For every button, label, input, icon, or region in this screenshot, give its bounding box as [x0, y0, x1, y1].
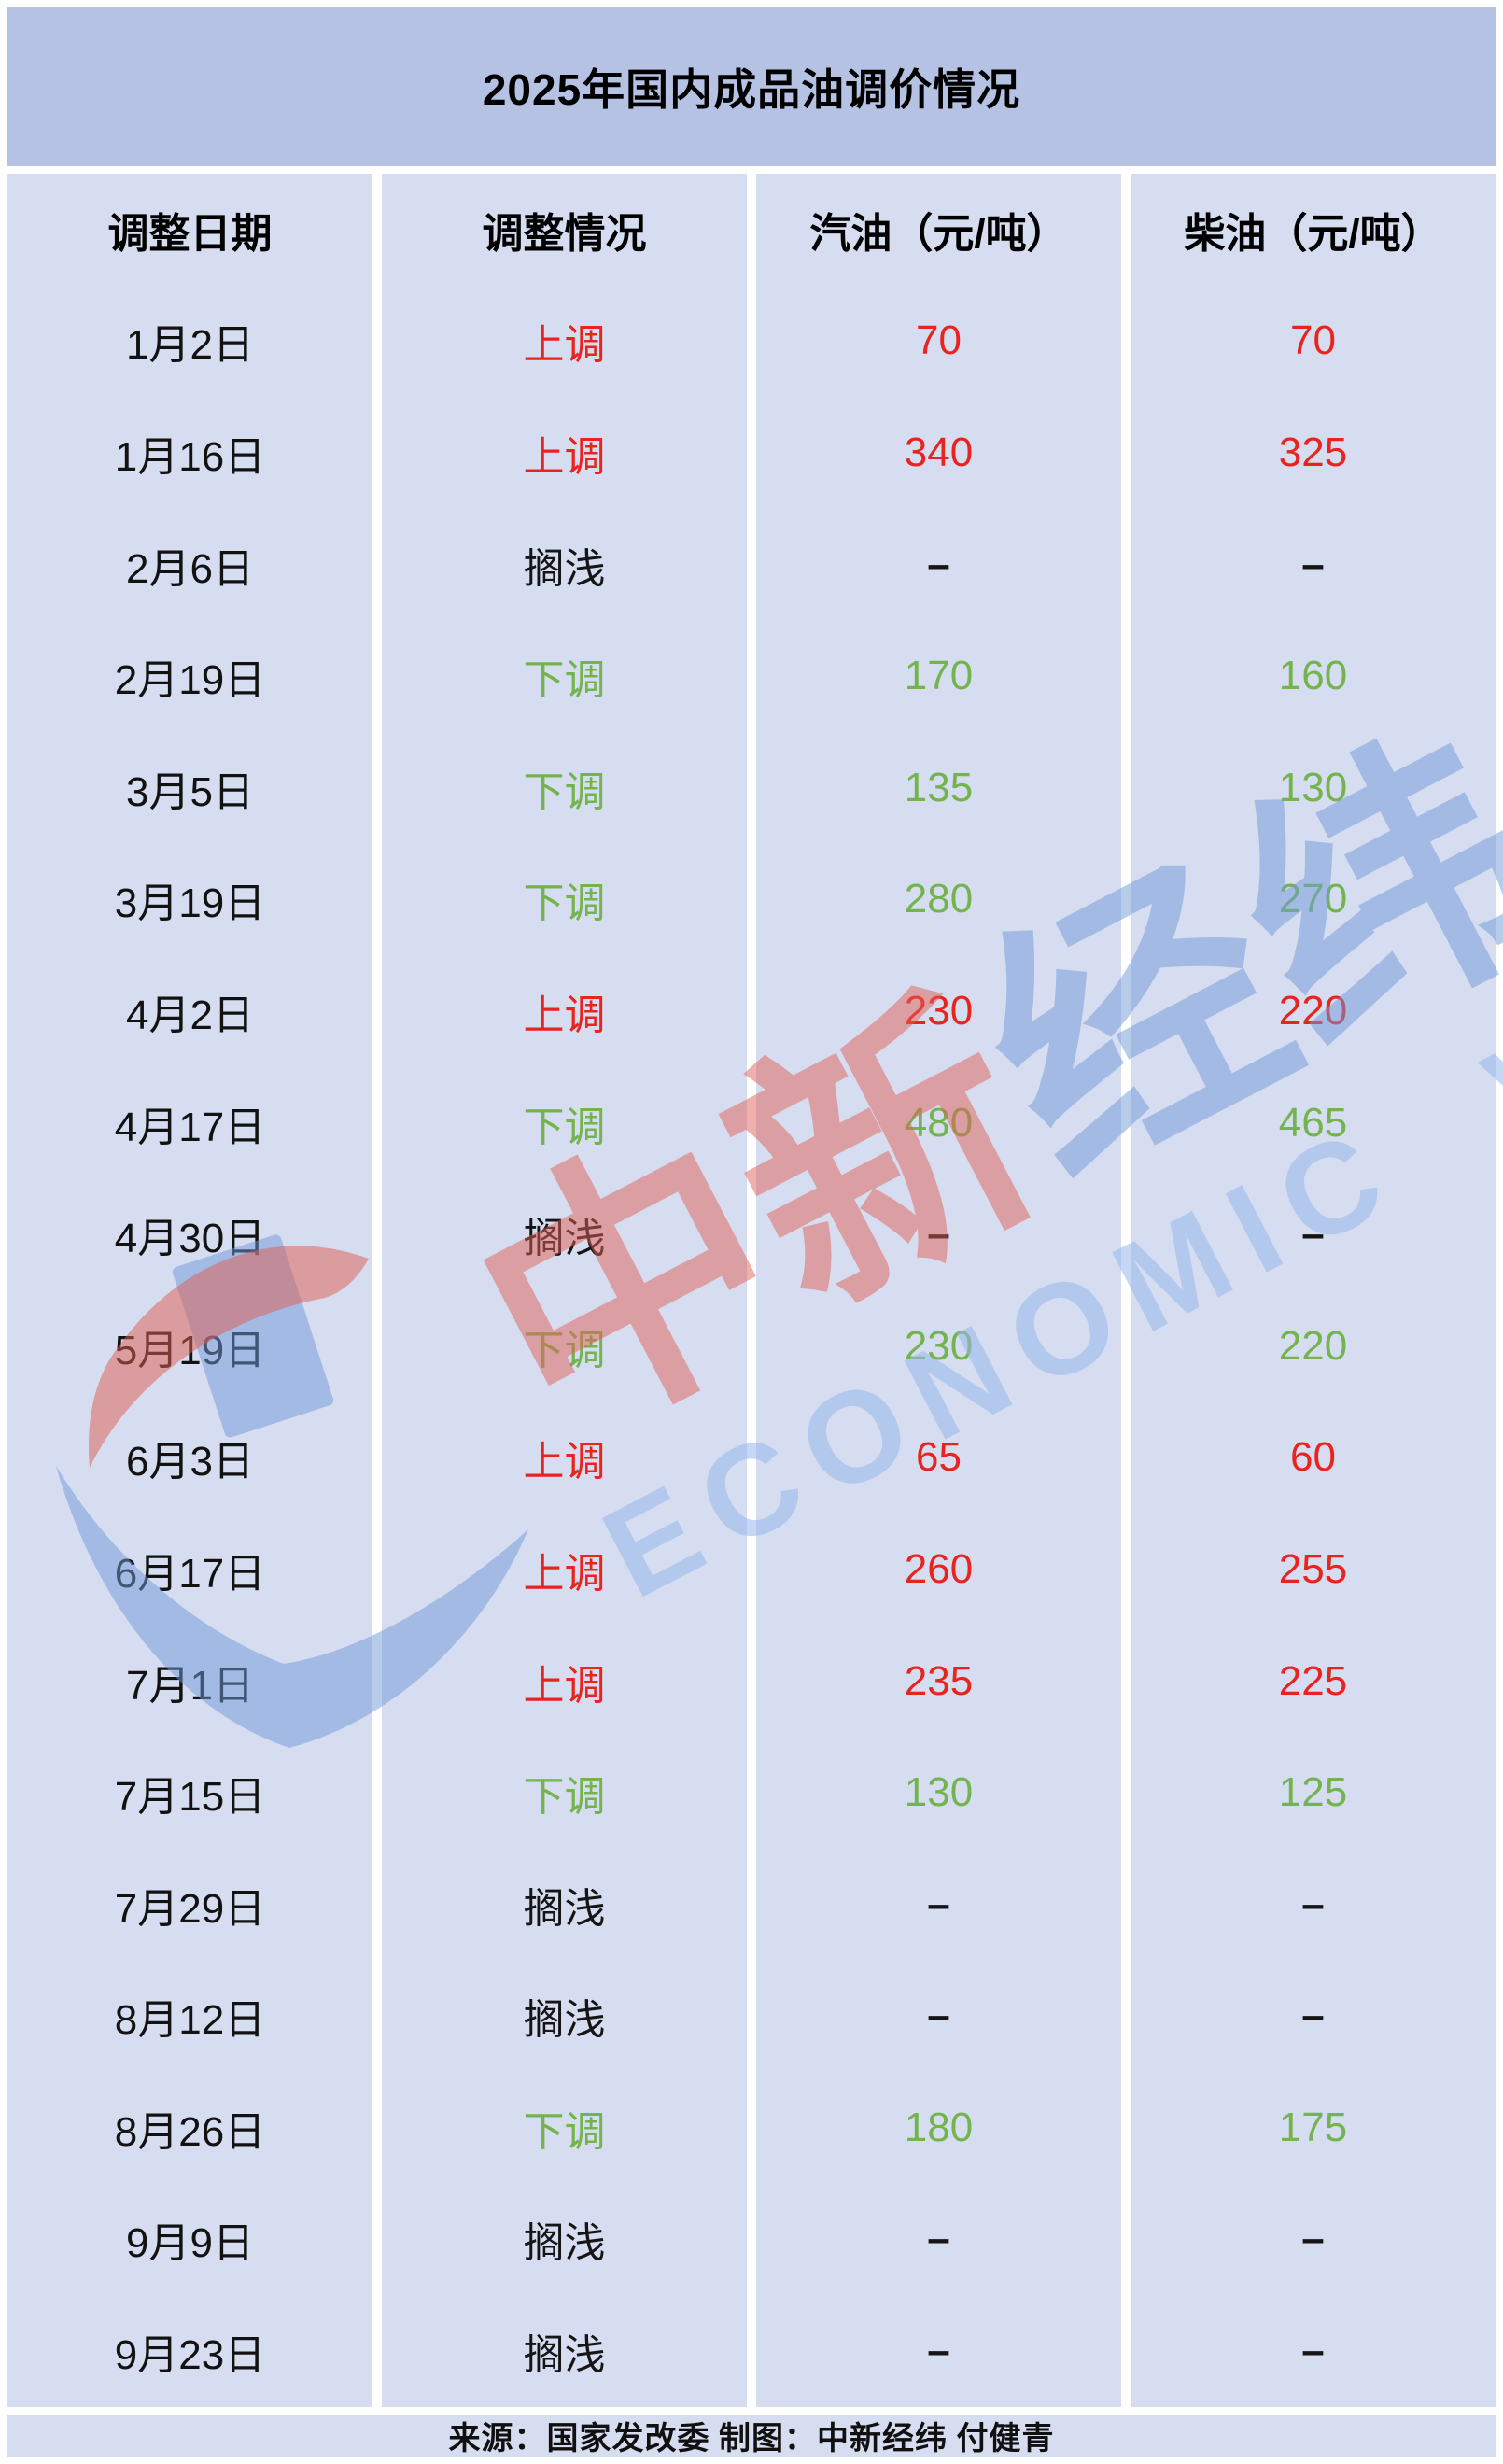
row-date: 6月3日: [7, 1401, 372, 1514]
row-diesel-value: –: [1131, 1960, 1496, 2073]
source-note: 来源：国家发改委 制图：中新经纬 付健青: [7, 2414, 1496, 2457]
row-status: 搁浅: [382, 2183, 747, 2296]
row-diesel-value: –: [1131, 2183, 1496, 2296]
row-date: 8月12日: [7, 1960, 372, 2073]
row-diesel-value: 270: [1131, 843, 1496, 956]
row-date: 5月19日: [7, 1289, 372, 1402]
row-gasoline-value: 65: [756, 1401, 1121, 1514]
row-diesel-value: –: [1131, 1848, 1496, 1961]
row-status: 搁浅: [382, 2295, 747, 2407]
column-header-status: 调整情况: [382, 174, 747, 286]
row-date: 2月19日: [7, 620, 372, 732]
row-status: 上调: [382, 1401, 747, 1514]
row-diesel-value: 125: [1131, 1737, 1496, 1849]
row-date: 2月6日: [7, 508, 372, 621]
row-gasoline-value: –: [756, 508, 1121, 621]
row-diesel-value: –: [1131, 1178, 1496, 1290]
row-date: 4月2日: [7, 955, 372, 1067]
row-status: 上调: [382, 397, 747, 509]
row-status: 下调: [382, 620, 747, 732]
row-diesel-value: 255: [1131, 1514, 1496, 1626]
row-status: 搁浅: [382, 1178, 747, 1290]
row-status: 下调: [382, 1066, 747, 1179]
row-date: 7月1日: [7, 1625, 372, 1738]
row-date: 6月17日: [7, 1514, 372, 1626]
row-diesel-value: 130: [1131, 731, 1496, 844]
row-status: 下调: [382, 1289, 747, 1402]
row-gasoline-value: 235: [756, 1625, 1121, 1738]
row-date: 8月26日: [7, 2072, 372, 2184]
row-gasoline-value: 280: [756, 843, 1121, 956]
row-gasoline-value: 230: [756, 1289, 1121, 1402]
row-status: 搁浅: [382, 1960, 747, 2073]
row-diesel-value: –: [1131, 508, 1496, 621]
row-status: 上调: [382, 285, 747, 398]
row-gasoline-value: –: [756, 1178, 1121, 1290]
row-gasoline-value: 260: [756, 1514, 1121, 1626]
divider: [7, 166, 1496, 174]
row-status: 搁浅: [382, 508, 747, 621]
row-diesel-value: 220: [1131, 955, 1496, 1067]
row-diesel-value: 225: [1131, 1625, 1496, 1738]
row-gasoline-value: 480: [756, 1066, 1121, 1179]
page-title: 2025年国内成品油调价情况: [7, 7, 1496, 166]
row-status: 下调: [382, 731, 747, 844]
row-gasoline-value: –: [756, 1960, 1121, 2073]
row-gasoline-value: 170: [756, 620, 1121, 732]
column-header-date: 调整日期: [7, 174, 372, 286]
row-diesel-value: –: [1131, 2295, 1496, 2407]
row-date: 3月5日: [7, 731, 372, 844]
row-gasoline-value: 135: [756, 731, 1121, 844]
row-gasoline-value: 180: [756, 2072, 1121, 2184]
row-diesel-value: 220: [1131, 1289, 1496, 1402]
row-date: 1月16日: [7, 397, 372, 509]
row-diesel-value: 60: [1131, 1401, 1496, 1514]
row-date: 7月29日: [7, 1848, 372, 1961]
row-date: 9月9日: [7, 2183, 372, 2296]
row-diesel-value: 70: [1131, 285, 1496, 398]
row-date: 9月23日: [7, 2295, 372, 2407]
row-status: 上调: [382, 955, 747, 1067]
infographic-card: 2025年国内成品油调价情况 调整日期 调整情况 汽油（元/吨） 柴油（元/吨）…: [7, 7, 1496, 2457]
row-date: 7月15日: [7, 1737, 372, 1849]
row-gasoline-value: 130: [756, 1737, 1121, 1849]
row-status: 下调: [382, 2072, 747, 2184]
row-gasoline-value: –: [756, 2295, 1121, 2407]
column-header-gasoline: 汽油（元/吨）: [756, 174, 1121, 286]
row-date: 4月30日: [7, 1178, 372, 1290]
row-gasoline-value: 340: [756, 397, 1121, 509]
row-status: 下调: [382, 843, 747, 956]
row-date: 3月19日: [7, 843, 372, 956]
row-status: 上调: [382, 1514, 747, 1626]
row-date: 1月2日: [7, 285, 372, 398]
divider: [7, 2406, 1496, 2415]
row-gasoline-value: 70: [756, 285, 1121, 398]
row-diesel-value: 175: [1131, 2072, 1496, 2184]
row-gasoline-value: –: [756, 2183, 1121, 2296]
row-gasoline-value: 230: [756, 955, 1121, 1067]
price-table: 调整日期 调整情况 汽油（元/吨） 柴油（元/吨） 1月2日 上调 70 70 1月16…: [7, 174, 1496, 2407]
column-header-diesel: 柴油（元/吨）: [1131, 174, 1496, 286]
row-diesel-value: 325: [1131, 397, 1496, 509]
row-date: 4月17日: [7, 1066, 372, 1179]
row-status: 上调: [382, 1625, 747, 1738]
row-diesel-value: 160: [1131, 620, 1496, 732]
row-status: 搁浅: [382, 1848, 747, 1961]
row-diesel-value: 465: [1131, 1066, 1496, 1179]
row-status: 下调: [382, 1737, 747, 1849]
row-gasoline-value: –: [756, 1848, 1121, 1961]
